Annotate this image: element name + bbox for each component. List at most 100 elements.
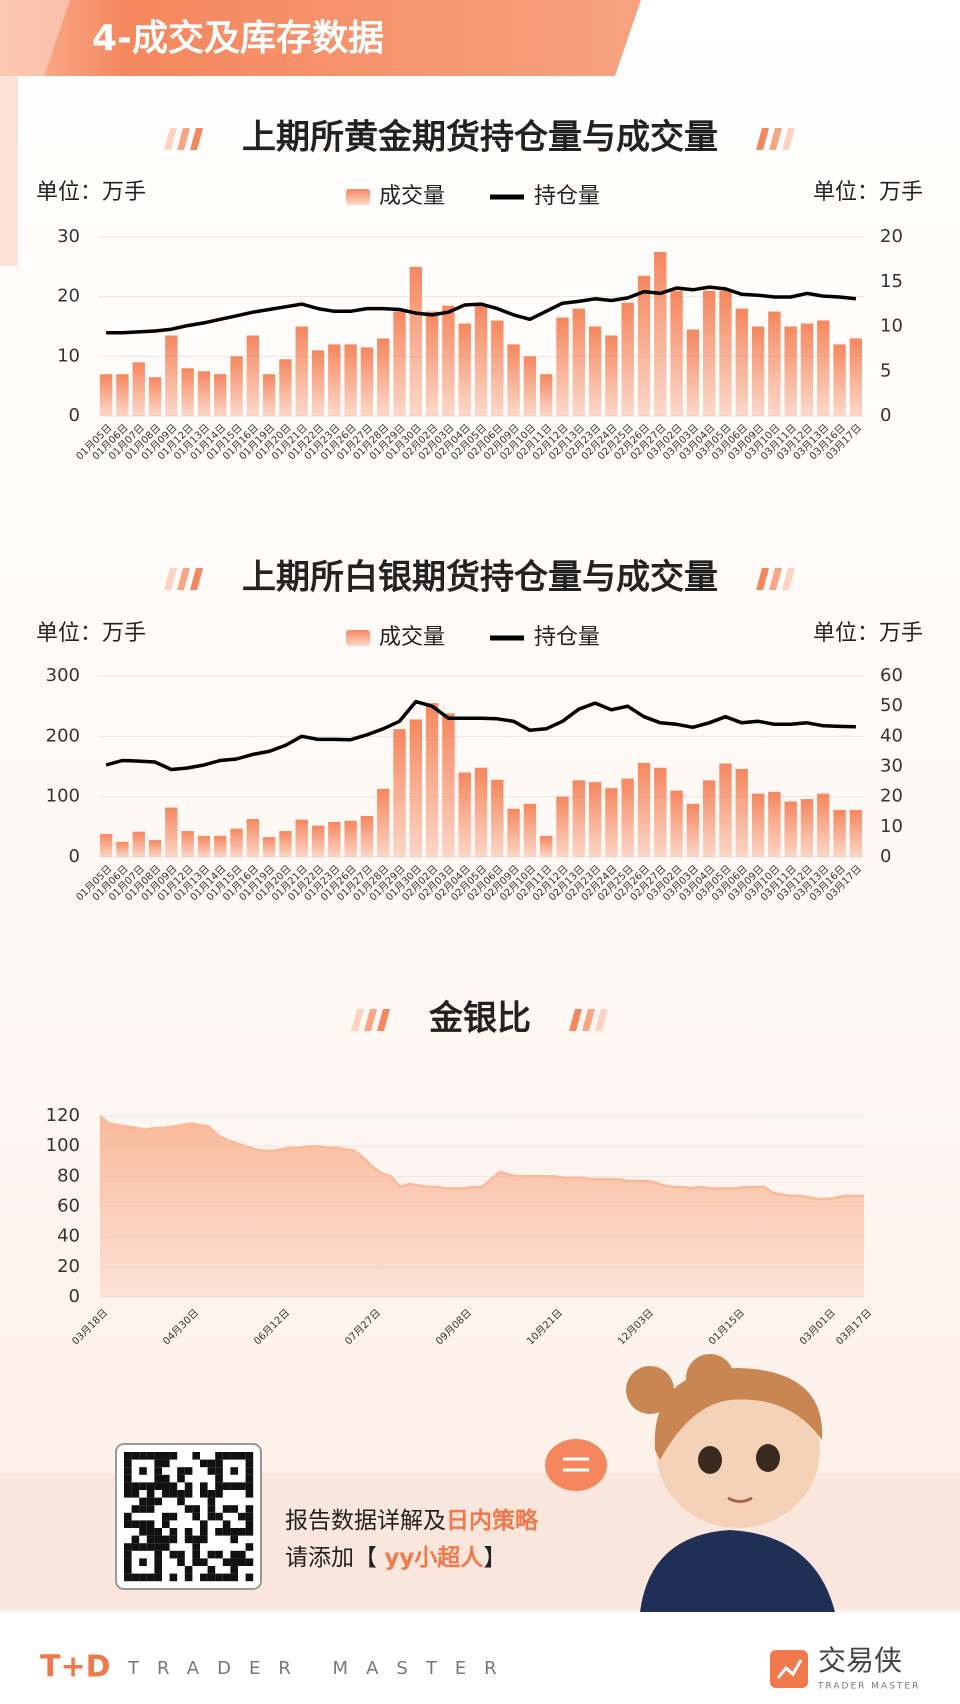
title-decoration xyxy=(190,568,203,590)
bar xyxy=(116,374,129,416)
bar xyxy=(751,326,765,416)
y-tick-label: 20 xyxy=(57,286,80,307)
qr-module xyxy=(192,1452,200,1460)
bar xyxy=(491,320,504,416)
bar xyxy=(458,323,471,416)
title-decoration xyxy=(377,1009,390,1031)
y2-tick-label: 5 xyxy=(880,360,891,381)
legend-label: 成交量 xyxy=(379,625,445,650)
footer-text: 报告数据详解及 xyxy=(285,1508,446,1534)
qr-module xyxy=(207,1566,216,1574)
qr-module xyxy=(215,1528,223,1536)
qr-module xyxy=(200,1490,208,1498)
qr-module xyxy=(200,1558,208,1566)
qr-module xyxy=(238,1482,246,1490)
qr-module xyxy=(124,1558,132,1566)
y-tick-label: 40 xyxy=(57,1226,80,1247)
qr-module xyxy=(222,1558,231,1566)
bar xyxy=(165,807,178,857)
qr-module xyxy=(245,1459,254,1468)
qr-module xyxy=(162,1459,170,1468)
bar xyxy=(197,371,211,416)
qr-module xyxy=(146,1535,155,1544)
speech-bubble xyxy=(545,1439,607,1491)
bar xyxy=(279,831,292,857)
qr-module xyxy=(146,1528,155,1536)
qr-module xyxy=(245,1520,254,1528)
qr-module xyxy=(207,1550,216,1559)
bar xyxy=(344,820,357,857)
qr-module xyxy=(124,1490,132,1498)
title-decoration xyxy=(582,1009,595,1031)
qr-module xyxy=(184,1528,193,1536)
bar xyxy=(670,290,683,416)
bar xyxy=(751,793,765,857)
bar xyxy=(148,377,162,416)
title-decoration xyxy=(177,128,190,150)
y2-tick-label: 0 xyxy=(880,405,891,426)
qr-module xyxy=(139,1497,147,1506)
bar xyxy=(768,311,781,416)
footer-text: 】 xyxy=(483,1545,506,1571)
qr-module xyxy=(162,1490,170,1498)
qr-module xyxy=(200,1459,208,1468)
bar xyxy=(670,790,683,857)
bar xyxy=(393,729,406,857)
qr-module xyxy=(215,1467,223,1475)
qr-module xyxy=(131,1573,140,1582)
qr-module xyxy=(131,1520,140,1528)
qr-module xyxy=(169,1490,178,1498)
qr-module xyxy=(169,1528,178,1536)
qr-module xyxy=(154,1482,162,1490)
qr-module xyxy=(207,1459,216,1468)
qr-module xyxy=(215,1452,223,1460)
bar xyxy=(246,818,260,857)
title-decoration xyxy=(164,568,177,590)
bar xyxy=(507,808,520,857)
bar xyxy=(621,778,634,857)
qr-module xyxy=(139,1528,147,1536)
qr-module xyxy=(169,1482,178,1490)
qr-module xyxy=(184,1467,193,1475)
bar xyxy=(328,822,341,857)
qr-module xyxy=(230,1482,238,1490)
bar xyxy=(491,779,504,857)
y-tick-label: 20 xyxy=(57,1256,80,1277)
y2-axis-label: 单位：万手 xyxy=(813,621,923,646)
y-tick-label: 10 xyxy=(57,345,80,366)
bar xyxy=(132,362,145,416)
qr-module xyxy=(162,1520,170,1528)
bar xyxy=(344,344,357,416)
y-tick-label: 0 xyxy=(69,846,80,867)
qr-module xyxy=(139,1573,147,1582)
qr-module xyxy=(124,1520,132,1528)
bar xyxy=(230,828,243,857)
qr-module xyxy=(124,1467,132,1475)
qr-module xyxy=(215,1512,223,1521)
qr-module xyxy=(131,1505,140,1513)
qr-module xyxy=(131,1482,140,1490)
qr-module xyxy=(162,1512,170,1521)
chart-title: 金银比 xyxy=(428,999,531,1039)
bar xyxy=(637,762,651,857)
qr-module xyxy=(146,1573,155,1582)
qr-module xyxy=(184,1505,193,1513)
y2-tick-label: 10 xyxy=(880,316,903,337)
bar xyxy=(279,359,292,416)
qr-module xyxy=(200,1528,208,1536)
bar xyxy=(474,767,488,857)
qr-module xyxy=(131,1543,140,1551)
qr-module xyxy=(154,1550,162,1559)
qr-module xyxy=(184,1482,193,1490)
qr-module xyxy=(146,1505,155,1513)
qr-module xyxy=(245,1528,254,1536)
header-bar xyxy=(0,0,641,76)
bar xyxy=(702,290,716,416)
qr-module xyxy=(139,1558,147,1566)
qr-module xyxy=(184,1573,193,1582)
brand-subtitle: TRADER MASTER xyxy=(127,1658,515,1679)
bar xyxy=(425,703,439,857)
area-fill xyxy=(100,1116,864,1297)
